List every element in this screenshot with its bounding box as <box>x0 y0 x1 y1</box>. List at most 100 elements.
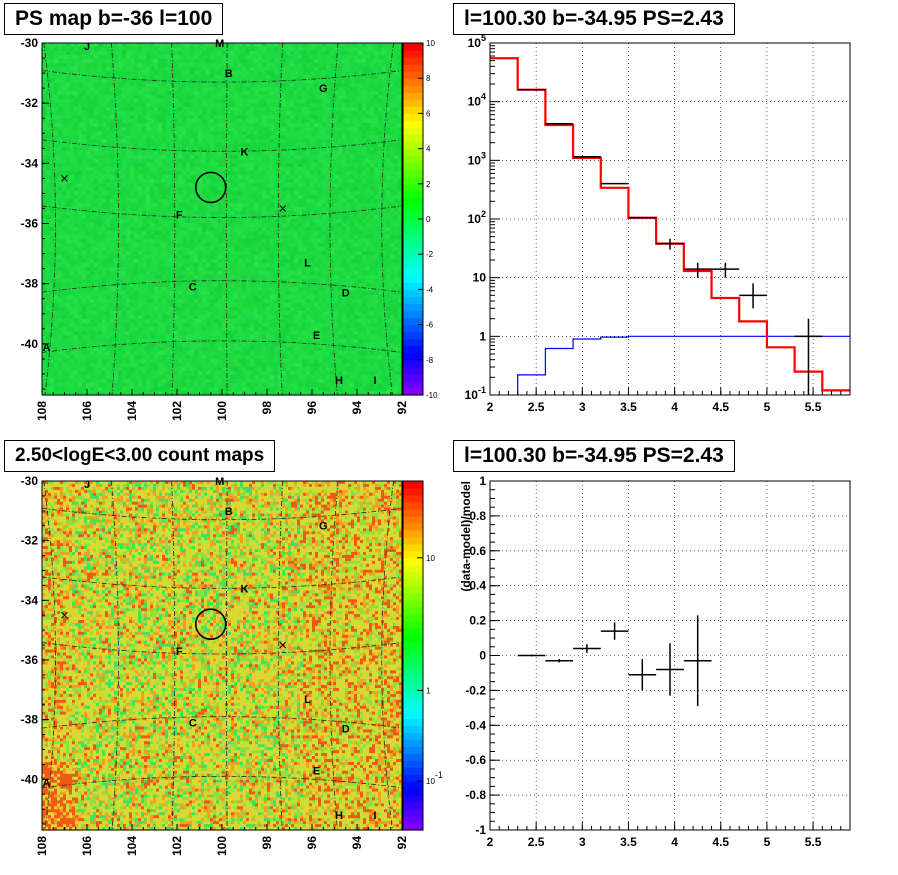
ps_map-source-label: C <box>189 282 197 294</box>
count_map-x-tick-label: 106 <box>80 836 94 856</box>
residual-x-tick-label: 4 <box>671 835 678 849</box>
ps_map-source-label: J <box>84 41 90 53</box>
ps_map-source-label: B <box>225 68 233 80</box>
spectrum-background-model-line <box>518 336 850 395</box>
ps_map-y-tick-label: -40 <box>21 337 39 351</box>
count_map-source-label: F <box>176 646 183 658</box>
spectrum-y-tick-label: 10-1 <box>465 385 486 402</box>
ps_map-x-tick-label: 96 <box>305 401 319 415</box>
residual-y-tick-label: 0.2 <box>469 614 486 628</box>
ps_map-x-tick-label: 102 <box>170 401 184 421</box>
ps_map-source-label: I <box>373 375 376 387</box>
residual-y-tick-label: -1 <box>475 823 486 837</box>
residual-x-tick-label: 2 <box>487 835 494 849</box>
count_map-x-tick-label: 96 <box>305 836 319 850</box>
spectrum-x-tick-label: 2.5 <box>528 400 545 414</box>
count_map-y-tick-label: -40 <box>21 772 39 786</box>
count_map-y-tick-label: -32 <box>21 534 39 548</box>
ps_map-y-tick-label: -34 <box>21 156 39 170</box>
ps_map-color-palette <box>403 43 423 396</box>
spectrum-y-tick-label: 104 <box>468 92 486 109</box>
spectrum-x-tick-label: 4.5 <box>712 400 729 414</box>
count_map-x-tick-label: 92 <box>395 836 409 850</box>
residual-plot <box>490 481 850 830</box>
ps_map-palette-label: 0 <box>426 215 431 224</box>
residual-y-tick-label: 0 <box>479 649 486 663</box>
ps_map-source-label: D <box>342 288 350 300</box>
count_map-plot <box>42 481 403 831</box>
count_map-source-label: J <box>84 479 90 491</box>
residual-y-tick-label: -0.8 <box>465 788 486 802</box>
ps_map-palette-label: 8 <box>426 74 431 83</box>
spectrum-y-tick-label: 102 <box>468 209 486 226</box>
ps_map-source-label: L <box>304 258 311 270</box>
count_map-source-label: C <box>189 718 197 730</box>
spectrum-y-tick-label: 10 <box>473 271 487 285</box>
ps_map-palette-label: -8 <box>426 356 434 365</box>
residual-y-tick-label: 1 <box>479 474 486 488</box>
ps_map-palette-label: -2 <box>426 250 434 259</box>
residual-x-tick-label: 5.5 <box>805 835 822 849</box>
count_map-source-label: I <box>373 810 376 822</box>
count_map-color-palette <box>403 481 423 831</box>
ps_map-palette-label: 6 <box>426 109 431 118</box>
count_map-palette-label: 1 <box>426 686 431 695</box>
ps_map-x-tick-label: 92 <box>395 401 409 415</box>
ps_map-y-tick-label: -30 <box>21 36 39 50</box>
count_map-palette-label: 10-1 <box>426 770 443 786</box>
count_map-source-label: D <box>342 724 350 736</box>
ps_map-x-tick-label: 94 <box>350 401 364 415</box>
ps_map-source-label: M <box>215 38 224 50</box>
count_map-source-label: B <box>225 506 233 518</box>
residual-data-point <box>545 659 573 662</box>
residual-data-point <box>518 655 546 657</box>
residual-data-point <box>684 615 712 706</box>
ps_map-source-label: F <box>176 209 183 221</box>
ps_map-x-tick-label: 108 <box>35 401 49 421</box>
count_map-x-tick-label: 102 <box>170 836 184 856</box>
count_map-y-tick-label: -36 <box>21 653 39 667</box>
ps_map-x-tick-label: 98 <box>260 401 274 415</box>
spectrum-x-tick-label: 4 <box>671 400 678 414</box>
spectrum-y-tick-label: 105 <box>468 33 486 50</box>
residual-x-tick-label: 2.5 <box>528 835 545 849</box>
ps_map-palette-label: 2 <box>426 180 431 189</box>
ps_map-source-label: A <box>43 342 51 354</box>
residual-y-tick-label: -0.4 <box>465 718 486 732</box>
residual-data-point <box>656 643 684 695</box>
ps_map-palette-label: -6 <box>426 321 434 330</box>
count_map-y-tick-label: -30 <box>21 474 39 488</box>
count_map-y-tick-label: -38 <box>21 713 39 727</box>
residual-data-point <box>628 659 656 690</box>
ps_map-palette-label: -10 <box>426 391 438 400</box>
spectrum-x-tick-label: 3.5 <box>620 400 637 414</box>
residual-data-point <box>601 622 629 639</box>
count_map-x-tick-label: 104 <box>125 836 139 856</box>
ps_map-source-label: K <box>241 146 249 158</box>
residual-y-tick-label: -0.6 <box>465 753 486 767</box>
count_map-x-tick-label: 94 <box>350 836 364 850</box>
spectrum-data-point <box>795 319 823 395</box>
spectrum-data-point <box>656 239 684 250</box>
count_map-source-label: G <box>319 521 328 533</box>
ps_map-y-tick-label: -38 <box>21 277 39 291</box>
residual-data-point <box>573 644 601 653</box>
residual-x-tick-label: 4.5 <box>712 835 729 849</box>
spectrum-plot <box>490 43 850 395</box>
residual-x-tick-label: 3.5 <box>620 835 637 849</box>
ps_map-source-label: H <box>335 375 343 387</box>
ps_map-x-tick-label: 100 <box>215 401 229 421</box>
spectrum-x-tick-label: 5.5 <box>805 400 822 414</box>
count_map-source-label: M <box>215 476 224 488</box>
spectrum-x-tick-label: 2 <box>487 400 494 414</box>
count_map-x-tick-label: 108 <box>35 836 49 856</box>
ps_map-palette-label: 10 <box>426 39 435 48</box>
ps_map-source-label: E <box>313 330 320 342</box>
spectrum-y-tick-label: 103 <box>468 150 486 167</box>
spectrum-data-point <box>712 263 740 278</box>
ps_map-palette-label: 4 <box>426 145 431 154</box>
spectrum-y-tick-label: 1 <box>479 329 486 343</box>
spectrum-model-line <box>490 58 850 390</box>
spectrum-x-tick-label: 3 <box>579 400 586 414</box>
